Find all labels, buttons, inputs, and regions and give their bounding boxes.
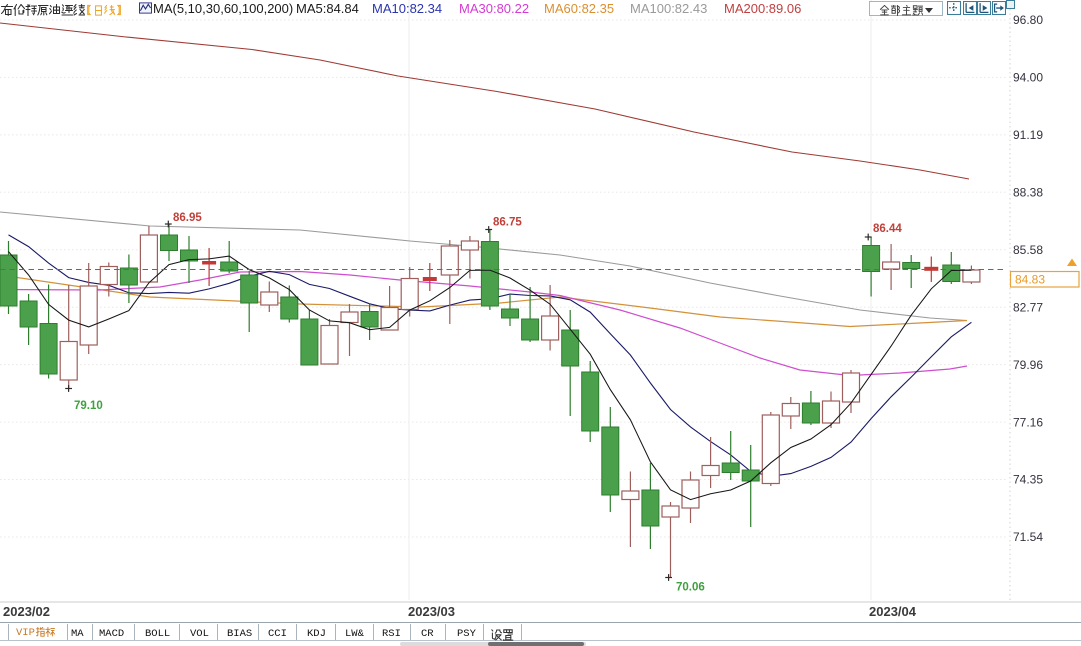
svg-text:77.16: 77.16 [1013, 415, 1043, 429]
svg-text:82.77: 82.77 [1013, 300, 1043, 314]
svg-text:71.54: 71.54 [1013, 530, 1043, 544]
svg-text:96.80: 96.80 [1013, 13, 1043, 27]
svg-text:91.19: 91.19 [1013, 128, 1043, 142]
svg-text:79.96: 79.96 [1013, 358, 1043, 372]
svg-text:70.06: 70.06 [676, 582, 705, 594]
svg-text:86.95: 86.95 [173, 212, 202, 224]
svg-text:88.38: 88.38 [1013, 186, 1043, 200]
svg-text:2023/02: 2023/02 [3, 604, 50, 619]
svg-text:85.58: 85.58 [1013, 243, 1043, 257]
svg-text:86.44: 86.44 [873, 223, 902, 235]
svg-text:2023/04: 2023/04 [869, 604, 917, 619]
svg-text:2023/03: 2023/03 [408, 604, 455, 619]
svg-text:86.75: 86.75 [493, 217, 522, 229]
svg-text:79.10: 79.10 [74, 400, 103, 412]
svg-text:84.83: 84.83 [1015, 273, 1045, 287]
svg-text:74.35: 74.35 [1013, 473, 1043, 487]
svg-text:94.00: 94.00 [1013, 71, 1043, 85]
